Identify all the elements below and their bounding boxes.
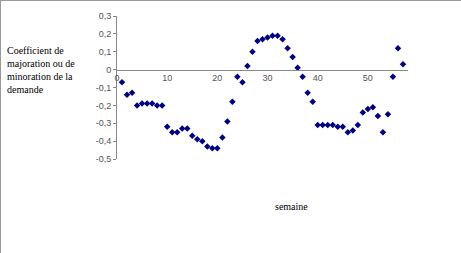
svg-text:0,1: 0,1: [99, 47, 112, 57]
svg-text:-0,4: -0,4: [96, 136, 112, 146]
svg-text:-0,2: -0,2: [96, 101, 112, 111]
svg-text:0,2: 0,2: [99, 29, 112, 39]
svg-text:-0,3: -0,3: [96, 118, 112, 128]
svg-text:semaine: semaine: [275, 201, 308, 212]
svg-text:10: 10: [162, 73, 172, 83]
svg-text:40: 40: [313, 73, 323, 83]
svg-text:0,3: 0,3: [99, 11, 112, 21]
svg-text:Coefficient demajoration ou de: Coefficient demajoration ou deminoration…: [7, 45, 75, 95]
svg-text:50: 50: [363, 73, 373, 83]
svg-text:30: 30: [263, 73, 273, 83]
svg-text:20: 20: [212, 73, 222, 83]
svg-text:0: 0: [106, 65, 111, 75]
svg-text:0: 0: [114, 73, 119, 83]
svg-text:-0,5: -0,5: [96, 154, 112, 164]
svg-text:-0,1: -0,1: [96, 83, 112, 93]
